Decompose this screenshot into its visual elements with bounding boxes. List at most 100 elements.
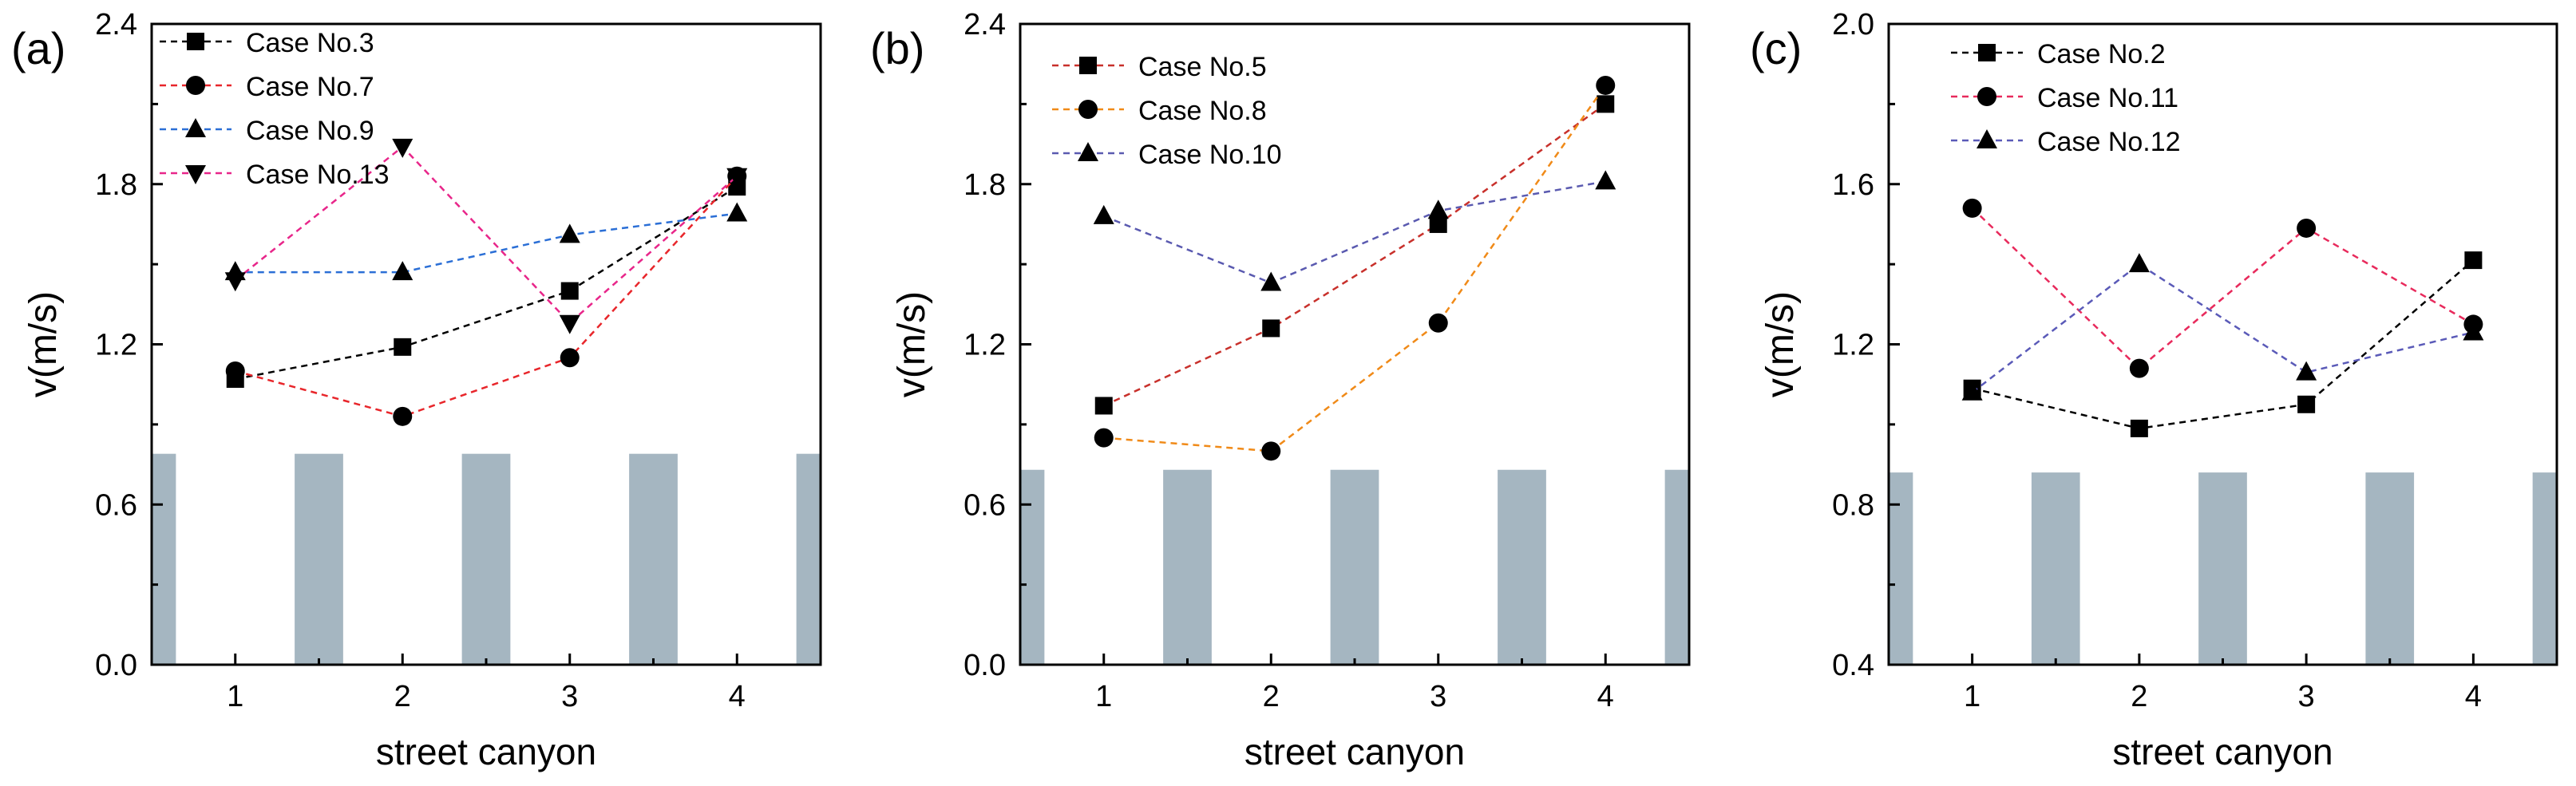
y-tick-label: 1.2 [95, 329, 137, 362]
x-tick-label: 3 [2298, 680, 2315, 713]
y-axis-title: v(m/s) [1759, 291, 1802, 397]
building-bar [295, 453, 343, 665]
x-axis-title: street canyon [2112, 731, 2333, 772]
data-point [1961, 381, 1983, 401]
building-bar [1020, 469, 1045, 665]
legend-marker [185, 165, 206, 184]
y-tick-label: 0.8 [1832, 488, 1874, 522]
data-point [2464, 251, 2483, 270]
legend-entry: Case No.11 [2037, 83, 2178, 113]
building-bar [152, 453, 176, 665]
series-line [234, 145, 738, 325]
legend-entry: Case No.5 [1138, 52, 1267, 82]
building-bar [1163, 469, 1212, 665]
y-tick-label: 2.4 [95, 8, 137, 41]
y-tick-label: 0.6 [95, 488, 137, 522]
legend-entry: Case No.12 [2037, 127, 2181, 157]
panel-label: (b) [870, 23, 924, 73]
data-point [1093, 204, 1114, 224]
data-point [1962, 198, 1982, 218]
series-case-no-9 [224, 202, 748, 281]
building-bar [796, 453, 821, 665]
data-point [393, 406, 413, 426]
legend: Case No.3 Case No.7 Case No.9 Case No.13 [160, 28, 390, 190]
data-point [224, 272, 246, 292]
x-tick-label: 2 [394, 680, 411, 713]
building-bar [2031, 472, 2080, 665]
data-point [2130, 419, 2148, 437]
series-line [1972, 259, 2475, 430]
y-tick-label: 1.8 [95, 168, 137, 202]
data-point [1261, 441, 1281, 461]
legend: Case No.5 Case No.8 Case No.10 [1052, 52, 1282, 170]
data-point [2297, 218, 2317, 238]
y-tick-label: 1.8 [964, 168, 1006, 202]
building-bar [1498, 469, 1546, 665]
y-axis-title: v(m/s) [891, 291, 933, 397]
data-point [560, 348, 580, 368]
y-tick-label: 0.0 [95, 649, 137, 682]
data-point [1427, 199, 1449, 219]
chart-panel-b: 0.0 0.6 1.2 1.8 2.4 1 2 3 4 street canyon v(m/s) (b… [870, 8, 1691, 772]
series-line [1971, 263, 2474, 393]
data-point [1262, 319, 1280, 338]
legend-entry: Case No.13 [246, 160, 390, 190]
data-point [2128, 253, 2150, 273]
legend-marker [1978, 44, 1996, 61]
x-tick-label: 3 [1430, 680, 1446, 713]
legend-entry: Case No.3 [246, 28, 374, 58]
y-tick-label: 0.6 [964, 488, 1006, 522]
x-tick-label: 1 [227, 680, 243, 713]
data-point [559, 314, 580, 334]
y-tick-label: 2.4 [964, 8, 1006, 41]
series-case-no-11 [1962, 198, 2483, 378]
legend-marker [185, 118, 206, 137]
data-point [394, 338, 412, 356]
legend: Case No.2 Case No.11 Case No.12 [1951, 39, 2181, 157]
legend-entry: Case No.7 [246, 72, 374, 102]
building-bar [2365, 472, 2415, 665]
x-tick-label: 1 [1095, 680, 1112, 713]
x-tick-label: 2 [2131, 680, 2147, 713]
data-point [1094, 397, 1113, 415]
legend-entry: Case No.2 [2037, 39, 2166, 69]
chart-panel-c: 0.4 0.8 1.2 1.6 2.0 1 2 3 4 street canyon v(m/s) (c… [1750, 8, 2558, 772]
data-point [2297, 395, 2316, 413]
series-case-no-5 [1094, 95, 1615, 415]
y-tick-label: 0.4 [1832, 649, 1874, 682]
y-axis-title: v(m/s) [22, 291, 65, 397]
x-axis-title: street canyon [1244, 731, 1465, 772]
legend-entry: Case No.8 [1138, 96, 1267, 126]
y-tick-label: 0.0 [964, 649, 1006, 682]
data-point [560, 282, 579, 300]
chart-panel-a: 0.0 0.6 1.2 1.8 2.4 1 2 3 4 street canyon v(m/s) (a… [11, 8, 822, 772]
legend-marker [187, 33, 204, 50]
x-tick-label: 4 [1597, 680, 1614, 713]
series-line [235, 186, 738, 381]
series-case-no-3 [226, 178, 746, 388]
y-tick-label: 1.2 [964, 329, 1006, 362]
x-tick-label: 4 [2465, 680, 2482, 713]
data-point [1260, 271, 1282, 291]
data-point [392, 138, 414, 158]
series-line [235, 212, 738, 274]
data-point [1595, 170, 1616, 190]
data-point [2463, 321, 2484, 341]
x-tick-label: 2 [1263, 680, 1280, 713]
data-point [559, 223, 580, 243]
legend-marker [1078, 142, 1098, 161]
panel-label: (c) [1750, 23, 1802, 73]
data-point [2296, 361, 2317, 381]
legend-entry: Case No.10 [1138, 140, 1282, 170]
building-bar [629, 453, 678, 665]
building-bar [2532, 472, 2557, 665]
series-line [1103, 85, 1607, 452]
series-line [1103, 103, 1606, 407]
data-point [1429, 215, 1447, 233]
data-point [1094, 428, 1114, 448]
series-case-no-7 [225, 166, 747, 426]
building-bar [1664, 469, 1689, 665]
x-tick-label: 4 [729, 680, 746, 713]
legend-entry: Case No.9 [246, 116, 374, 146]
